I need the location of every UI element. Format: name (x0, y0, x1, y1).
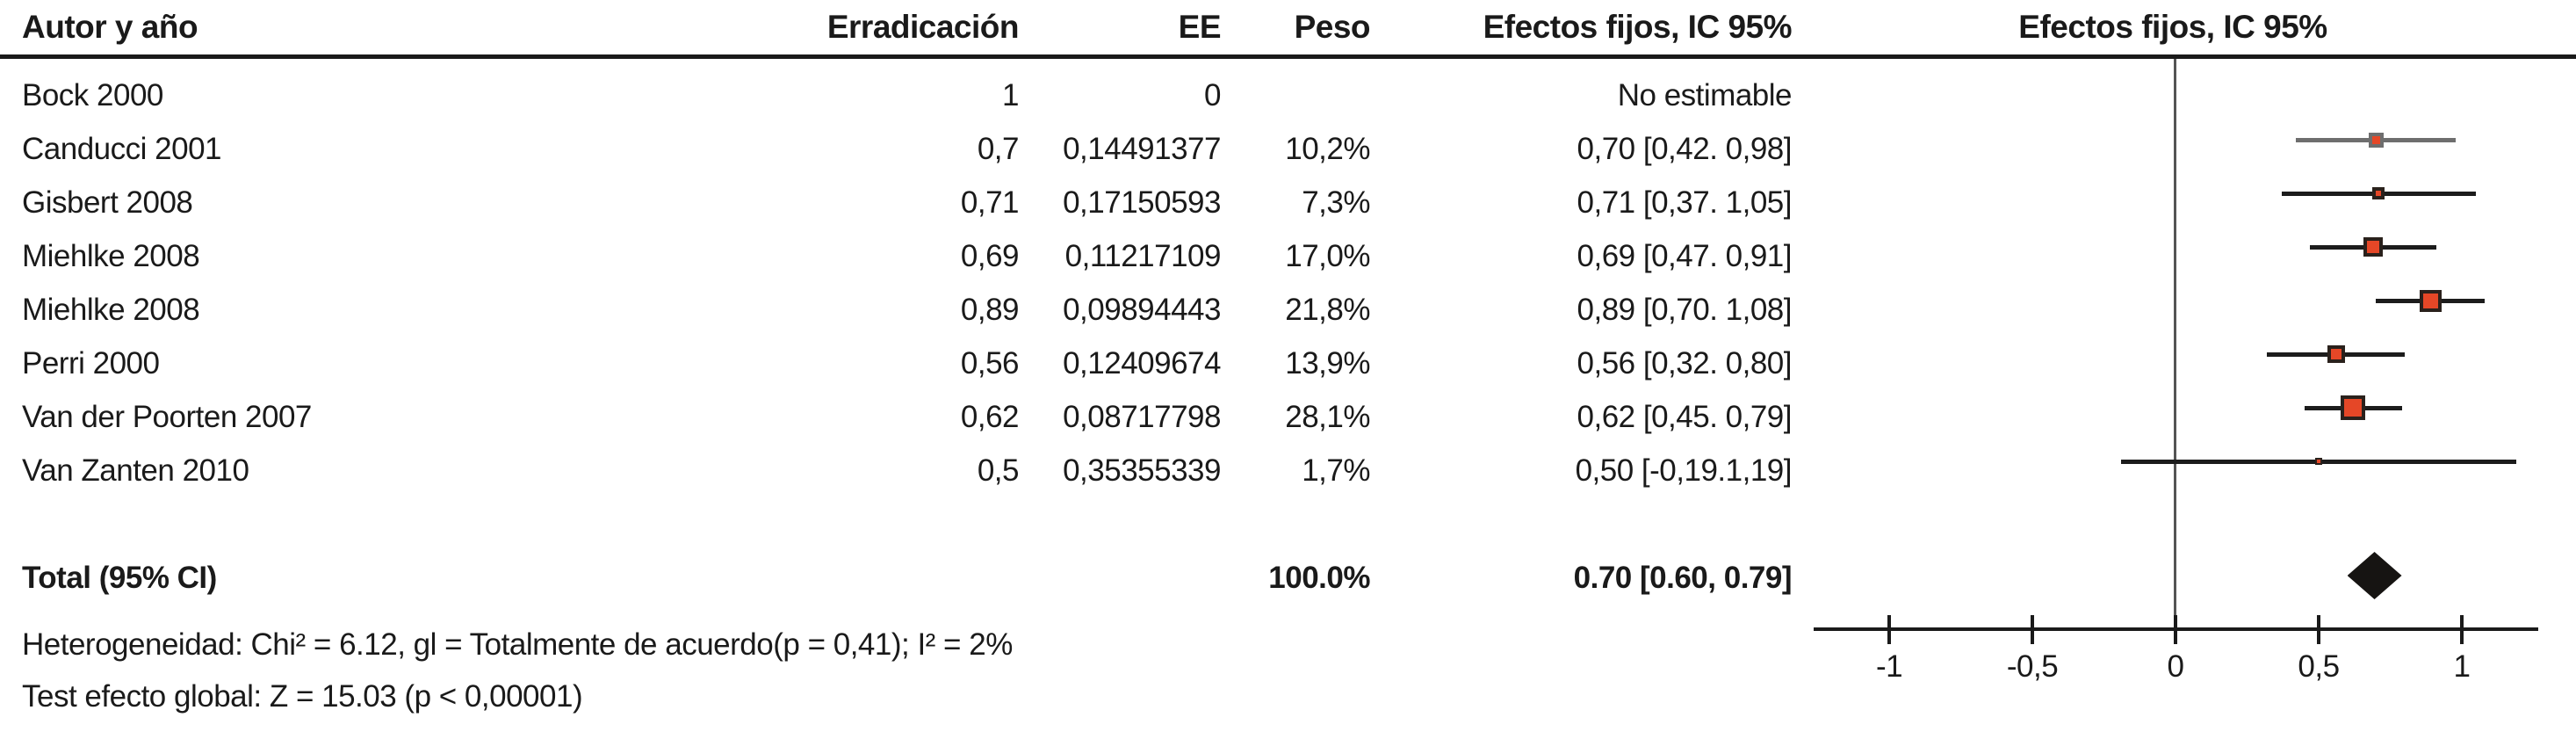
effect-square (2372, 187, 2385, 199)
se-cell: 0,12409674 (1063, 346, 1221, 380)
author-cell: Miehlke 2008 (22, 239, 200, 273)
author-cell: Gisbert 2008 (22, 185, 193, 220)
axis-tick-label: 0,5 (2298, 649, 2340, 684)
eradication-cell: 0,7 (977, 132, 1020, 166)
se-cell: 0,08717798 (1063, 400, 1221, 434)
effect-square (2368, 132, 2384, 148)
weight-cell: 7,3% (1302, 185, 1370, 220)
header-rule (0, 54, 2576, 59)
effect-square (2419, 289, 2442, 312)
heterogeneity-note: Heterogeneidad: Chi² = 6.12, gl = Totalm… (22, 627, 1013, 662)
author-cell: Miehlke 2008 (22, 293, 200, 327)
author-cell: Bock 2000 (22, 78, 163, 112)
weight-cell: 21,8% (1285, 293, 1370, 327)
axis-tick-label: -0,5 (2006, 649, 2059, 684)
eradication-cell: 0,89 (960, 293, 1020, 327)
axis-tick (2174, 615, 2177, 644)
weight-cell: 17,0% (1285, 239, 1370, 273)
se-cell: 0 (1204, 78, 1221, 112)
total-ci: 0.70 [0.60, 0.79] (1573, 561, 1793, 595)
total-label: Total (95% CI) (22, 561, 217, 595)
axis-tick (2317, 615, 2320, 644)
se-cell: 0,14491377 (1063, 132, 1221, 166)
weight-cell: 13,9% (1285, 346, 1370, 380)
author-cell: Van der Poorten 2007 (22, 400, 312, 434)
eradication-cell: 0,62 (960, 400, 1020, 434)
eradication-cell: 0,71 (960, 185, 1020, 220)
pooled-diamond (2347, 552, 2402, 599)
ci-cell: No estimable (1617, 78, 1793, 112)
axis-tick-label: 1 (2453, 649, 2471, 684)
ci-cell: 0,89 [0,70. 1,08] (1577, 293, 1793, 327)
axis-tick (2031, 615, 2034, 644)
eradication-cell: 0,56 (960, 346, 1020, 380)
column-header-author: Autor y año (22, 9, 198, 45)
weight-cell: 28,1% (1285, 400, 1370, 434)
effect-square (2341, 395, 2366, 420)
author-cell: Canducci 2001 (22, 132, 222, 166)
ci-cell: 0,56 [0,32. 0,80] (1577, 346, 1793, 380)
column-header-plot: Efectos fijos, IC 95% (2018, 9, 2327, 45)
overall-effect-note: Test efecto global: Z = 15.03 (p < 0,000… (22, 679, 583, 714)
total-weight: 100.0% (1268, 561, 1370, 595)
ci-cell: 0,62 [0,45. 0,79] (1577, 400, 1793, 434)
ci-cell: 0,70 [0,42. 0,98] (1577, 132, 1793, 166)
effect-square (2327, 345, 2345, 363)
ci-cell: 0,69 [0,47. 0,91] (1577, 239, 1793, 273)
eradication-cell: 1 (1002, 78, 1019, 112)
column-header-se: EE (1178, 9, 1222, 45)
weight-cell: 10,2% (1285, 132, 1370, 166)
axis-tick (2460, 615, 2464, 644)
column-header-ci: Efectos fijos, IC 95% (1483, 9, 1793, 45)
zero-line (2174, 59, 2176, 629)
se-cell: 0,09894443 (1063, 293, 1221, 327)
author-cell: Perri 2000 (22, 346, 160, 380)
author-cell: Van Zanten 2010 (22, 453, 249, 488)
se-cell: 0,35355339 (1063, 453, 1221, 488)
effect-square (2315, 458, 2322, 465)
se-cell: 0,17150593 (1063, 185, 1221, 220)
ci-cell: 0,71 [0,37. 1,05] (1577, 185, 1793, 220)
weight-cell: 1,7% (1302, 453, 1370, 488)
column-header-weight: Peso (1294, 9, 1371, 45)
eradication-cell: 0,69 (960, 239, 1020, 273)
axis-tick-label: -1 (1875, 649, 1903, 684)
effect-square (2363, 237, 2383, 257)
axis-tick-label: 0 (2167, 649, 2184, 684)
column-header-eradication: Erradicación (826, 9, 1020, 45)
eradication-cell: 0,5 (977, 453, 1020, 488)
se-cell: 0,11217109 (1064, 239, 1222, 273)
ci-cell: 0,50 [-0,19.1,19] (1575, 453, 1793, 488)
axis-tick (1887, 615, 1891, 644)
